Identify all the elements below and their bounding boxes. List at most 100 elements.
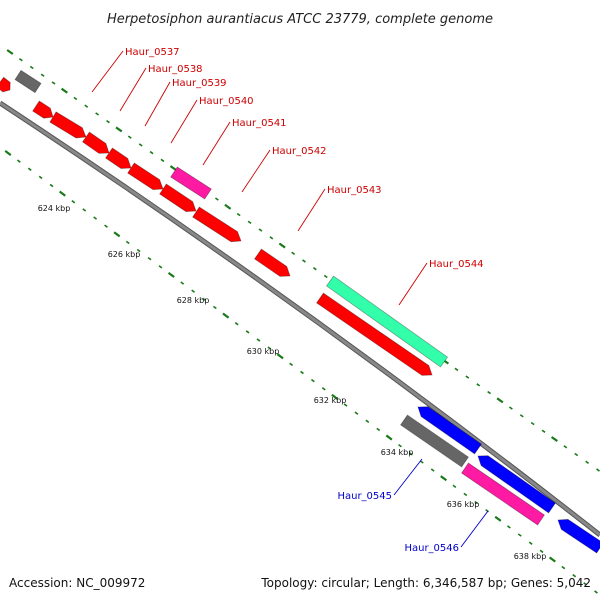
inner-tick (506, 525, 511, 529)
inner-tick (354, 411, 359, 415)
inner-tick (408, 452, 413, 456)
outer-tick (6, 49, 14, 55)
outer-tick (550, 436, 558, 442)
leader-line (398, 262, 428, 306)
gene-label: Haur_0544 (429, 259, 484, 270)
outer-tick (84, 104, 89, 108)
inner-tick (430, 468, 435, 472)
outer-tick (585, 460, 590, 464)
gene-pink (461, 462, 545, 526)
inner-tick (517, 533, 522, 537)
tick-label: 624 kbp (38, 204, 71, 213)
inner-tick (180, 281, 185, 285)
outer-tick (291, 251, 296, 255)
outer-tick (519, 414, 524, 418)
tick-labels: 624 kbp 626 kbp 628 kbp 630 kbp 632 kbp 634 k… (38, 204, 547, 561)
inner-tick (158, 265, 163, 269)
gene-label: Haur_0540 (199, 96, 254, 107)
inner-tick (104, 224, 108, 228)
inner-tick (321, 387, 326, 391)
outer-tick (496, 397, 504, 404)
inner-tick (16, 159, 21, 163)
outer-tick (138, 143, 143, 147)
inner-tick (594, 590, 598, 594)
leader-line (393, 458, 423, 496)
inner-tick (398, 443, 402, 448)
inner-tick (167, 271, 175, 278)
outer-tick (508, 406, 513, 410)
accession-text: Accession: NC_009972 (9, 576, 145, 590)
gene-red (82, 131, 110, 154)
outer-tick (224, 203, 232, 210)
inner-tick (539, 549, 544, 554)
gene-red (159, 183, 197, 213)
outer-tick (236, 212, 241, 217)
tick-label: 626 kbp (108, 250, 141, 259)
inner-tick (548, 556, 556, 563)
outer-tick (574, 452, 579, 457)
tick-label: 632 kbp (314, 396, 347, 405)
outer-tick (269, 236, 274, 240)
gene-red (192, 206, 242, 243)
outer-tick (160, 158, 165, 163)
gene-blue (417, 406, 482, 455)
leader-line (144, 81, 171, 127)
genome-backbone (0, 100, 600, 537)
outer-tick (541, 429, 546, 433)
gene-label: Haur_0542 (272, 146, 327, 157)
outer-tick (73, 96, 78, 101)
tick-label: 636 kbp (447, 500, 480, 509)
inner-tick (212, 305, 217, 310)
gene-red (316, 292, 433, 376)
outer-tick (487, 390, 492, 395)
inner-tick (38, 175, 43, 180)
gene-gray (400, 414, 469, 468)
outer-tick (214, 197, 219, 201)
outer-tick (60, 87, 68, 94)
gene-label: Haur_0543 (327, 185, 382, 196)
outer-tick (51, 81, 56, 85)
outer-tick (247, 220, 252, 224)
gene-red (0, 76, 11, 93)
outer-tick (596, 468, 600, 472)
inner-tick (452, 484, 457, 489)
map-title: Herpetosiphon aurantiacus ATCC 23779, co… (107, 12, 493, 27)
gene-label: Haur_0537 (125, 47, 180, 58)
tick-label: 630 kbp (247, 347, 280, 356)
outer-tick (95, 112, 100, 116)
gene-label: Haur_0546 (404, 543, 459, 554)
outer-tick (29, 65, 34, 70)
inner-tick (202, 297, 206, 302)
gene-red (254, 248, 291, 277)
gene-gray (14, 69, 42, 94)
outer-tick (323, 274, 328, 279)
outer-tick (302, 259, 306, 263)
leader-line (241, 149, 271, 193)
inner-tick (82, 208, 87, 212)
inner-tick (528, 541, 533, 545)
outer-tick (127, 135, 132, 139)
inner-tick (58, 190, 66, 197)
leader-line (119, 67, 147, 112)
inner-tick (136, 248, 141, 253)
inner-tick (4, 150, 12, 156)
inner-tick (256, 338, 261, 342)
inner-tick (125, 240, 130, 245)
gene-red (105, 147, 132, 169)
inner-tick (93, 216, 98, 220)
inner-tick (331, 393, 339, 400)
inner-tick (561, 565, 566, 570)
tick-label: 634 kbp (381, 448, 414, 457)
outer-tick (454, 367, 459, 372)
inner-tick (27, 167, 32, 171)
genome-summary-text: Topology: circular; Length: 6,346,587 bp… (260, 576, 591, 590)
gene-red (32, 100, 54, 119)
gene-pink (170, 166, 212, 200)
inner-tick (474, 500, 479, 505)
outer-tick (465, 375, 470, 379)
leader-line (91, 50, 124, 93)
outer-tick (312, 267, 317, 271)
inner-tick (191, 289, 196, 293)
inner-tick (385, 434, 393, 441)
